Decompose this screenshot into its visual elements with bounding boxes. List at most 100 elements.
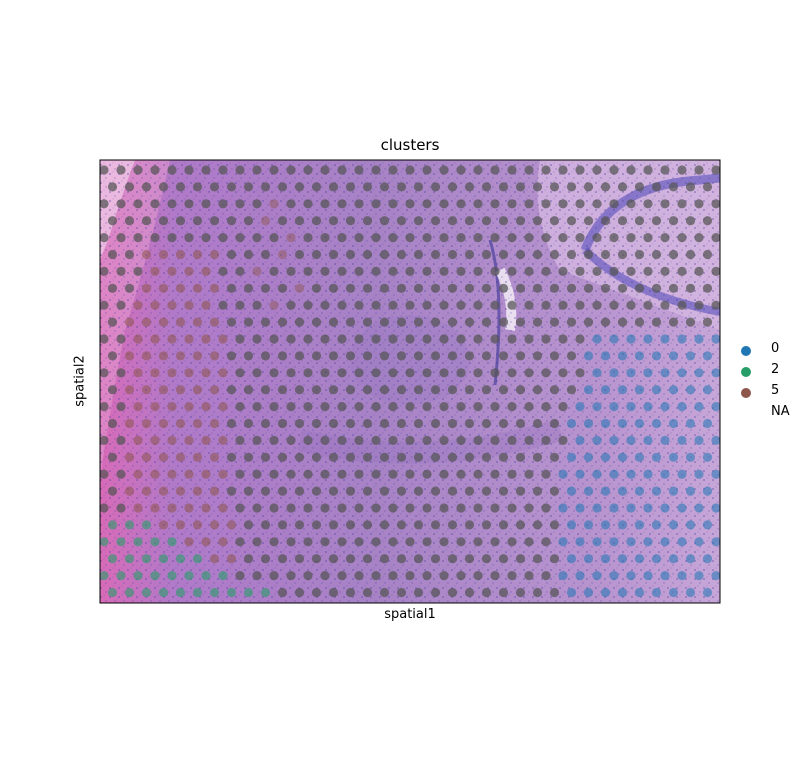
spot-na	[107, 351, 118, 361]
spot-na	[566, 216, 577, 226]
spot-na	[396, 385, 407, 395]
spot-na	[643, 199, 653, 209]
spot-na	[294, 418, 305, 429]
spot-na	[549, 587, 560, 598]
spot-cluster-0	[592, 503, 602, 513]
spot-na	[456, 165, 466, 175]
spot-cluster-0	[702, 418, 713, 429]
spot-na	[575, 165, 585, 175]
spot-na	[651, 182, 662, 192]
spot-na	[388, 537, 398, 547]
spot-cluster-0	[685, 587, 696, 598]
spot-cluster-5	[184, 368, 194, 378]
spot-na	[396, 216, 407, 226]
spot-cluster-0	[702, 351, 713, 361]
spot-na	[201, 165, 211, 175]
spot-na	[515, 452, 526, 462]
spot-na	[243, 385, 254, 395]
spot-cluster-0	[677, 537, 687, 547]
spot-na	[668, 182, 679, 192]
spot-na	[337, 266, 347, 276]
spot-na	[226, 283, 237, 293]
spot-na	[541, 199, 551, 209]
spot-na	[456, 266, 466, 276]
spot-na	[371, 165, 381, 175]
spot-na	[456, 571, 466, 581]
spot-na	[362, 249, 373, 260]
spot-na	[337, 571, 347, 581]
spot-na	[362, 520, 373, 530]
spot-na	[209, 216, 220, 226]
spot-cluster-5	[158, 249, 169, 260]
spot-na	[371, 233, 381, 243]
spot-cluster-0	[634, 385, 645, 395]
spot-na	[345, 283, 356, 293]
spot-cluster-5	[150, 266, 160, 276]
spot-na	[303, 435, 313, 445]
spot-na	[379, 554, 390, 564]
spot-na	[294, 351, 305, 361]
spot-na	[677, 300, 687, 310]
spot-na	[260, 486, 271, 496]
spot-cluster-0	[609, 334, 619, 344]
legend-marker-na	[741, 409, 751, 419]
spot-cluster-5	[133, 469, 143, 479]
spot-na	[702, 249, 713, 260]
spot-cluster-5	[158, 520, 169, 530]
spot-cluster-0	[702, 587, 713, 598]
spot-na	[133, 266, 143, 276]
spot-cluster-5	[175, 317, 186, 327]
spot-na	[269, 334, 279, 344]
spot-na	[575, 266, 585, 276]
spot-cluster-5	[141, 486, 152, 496]
spot-na	[481, 216, 492, 226]
spot-na	[107, 385, 118, 395]
spot-cluster-0	[694, 368, 704, 378]
spot-na	[464, 216, 475, 226]
spot-na	[507, 402, 517, 412]
spot-na	[328, 317, 339, 327]
spot-cluster-0	[592, 571, 602, 581]
spot-na	[405, 334, 415, 344]
spot-na	[541, 368, 551, 378]
spot-cluster-5	[175, 249, 186, 260]
spot-na	[583, 182, 594, 192]
spot-na	[311, 317, 322, 327]
spot-cluster-0	[702, 385, 713, 395]
spot-na	[515, 283, 526, 293]
spot-na	[524, 571, 534, 581]
spot-cluster-5	[184, 266, 194, 276]
spot-na	[345, 317, 356, 327]
spot-cluster-5	[209, 249, 220, 260]
spot-cluster-0	[677, 368, 687, 378]
spot-cluster-0	[575, 469, 585, 479]
spot-na	[447, 418, 458, 429]
spot-na	[150, 233, 160, 243]
spot-na	[124, 216, 135, 226]
spot-na	[379, 249, 390, 260]
spot-cluster-0	[694, 469, 704, 479]
spot-na	[592, 165, 602, 175]
spot-na	[498, 486, 509, 496]
spot-na	[566, 317, 577, 327]
spot-na	[328, 385, 339, 395]
spot-na	[405, 571, 415, 581]
spot-na	[260, 182, 271, 192]
legend-label-na: NA	[771, 404, 790, 419]
spot-na	[617, 283, 628, 293]
spot-na	[269, 165, 279, 175]
spot-na	[405, 368, 415, 378]
spot-cluster-0	[583, 554, 594, 564]
spot-na	[473, 300, 483, 310]
spot-na	[711, 199, 720, 209]
spot-na	[354, 300, 364, 310]
spot-na	[328, 182, 339, 192]
spot-na	[430, 317, 441, 327]
spot-na	[260, 554, 271, 564]
spot-na	[396, 486, 407, 496]
spot-cluster-5	[192, 249, 203, 260]
spot-na	[116, 503, 126, 513]
spot-na	[422, 435, 432, 445]
spot-cluster-0	[643, 537, 653, 547]
spot-na	[277, 587, 288, 598]
